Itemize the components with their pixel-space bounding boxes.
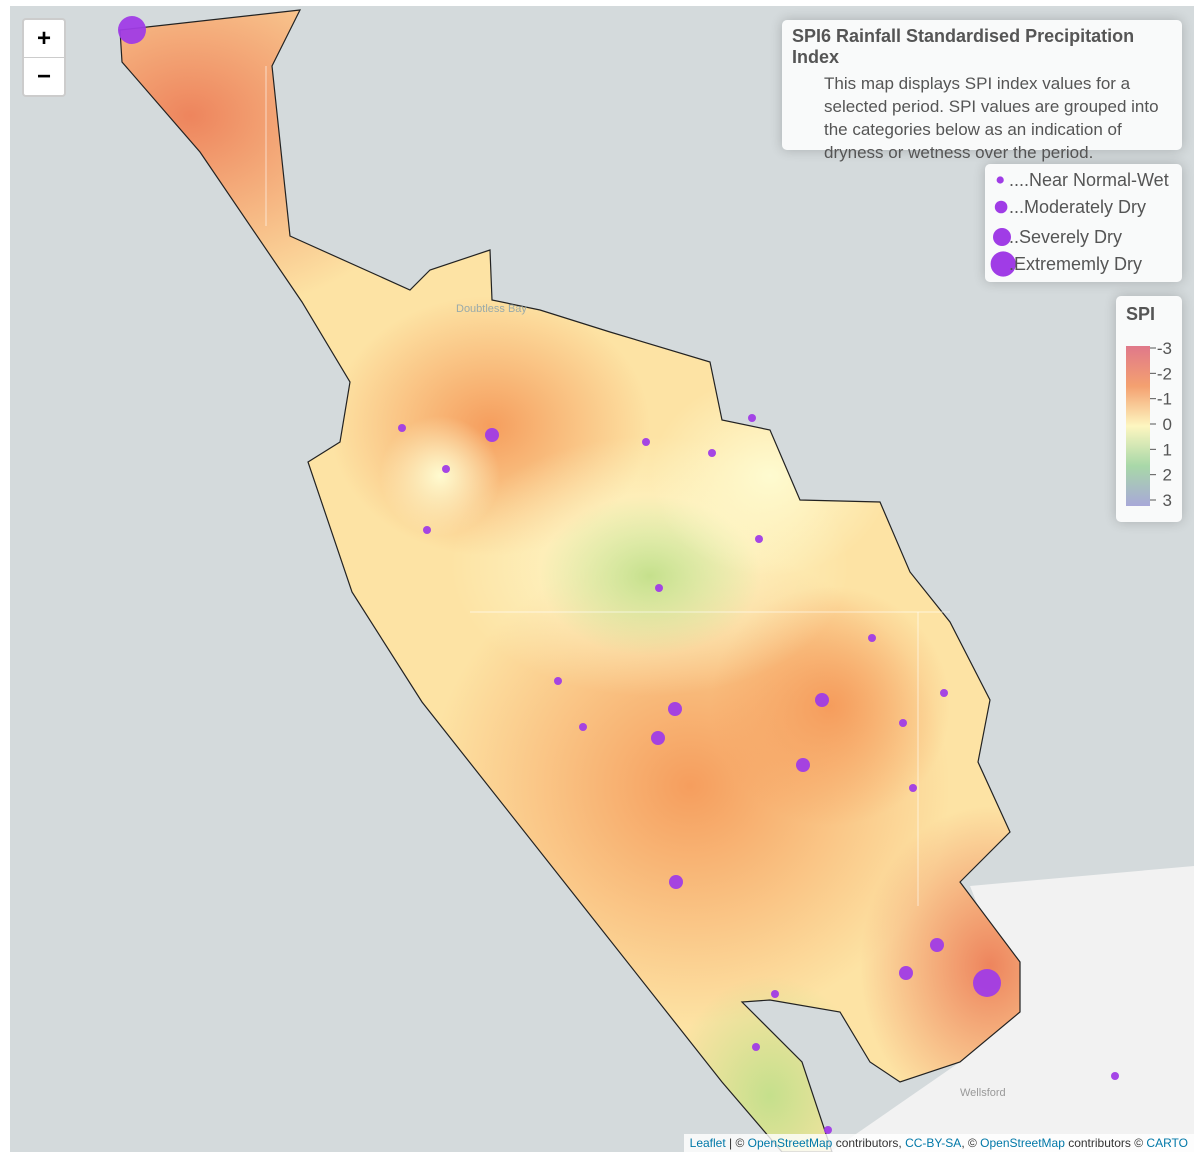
attribution-link[interactable]: Leaflet [689, 1136, 726, 1150]
station-point [940, 689, 948, 697]
legend-symbol [994, 200, 1008, 214]
attribution-link[interactable]: CC-BY-SA [905, 1136, 962, 1150]
scale-graphic: SPI -3 -2 -1 0 1 2 3 [1126, 304, 1172, 510]
legend-label: ....Near Normal-Wet [1009, 170, 1169, 190]
scale-tick-label: 0 [1163, 415, 1172, 434]
attribution: Leaflet | © OpenStreetMap contributors, … [683, 1134, 1194, 1152]
zoom-out[interactable]: − [24, 57, 64, 95]
station-point [899, 719, 907, 727]
station-point [485, 428, 499, 442]
station-point [423, 526, 431, 534]
map-canvas: Doubtless Bay Wellsford [118, 9, 1194, 1152]
category-legend: ....Near Normal-Wet ...Moderately Dry ..Se… [985, 164, 1182, 282]
neighbour-land [830, 866, 1194, 1152]
station-point [642, 438, 650, 446]
station-point [669, 875, 683, 889]
station-point [899, 966, 913, 980]
map[interactable]: Doubtless Bay Wellsford + − SPI6 Rainfal… [10, 6, 1194, 1152]
scale-bar [1126, 346, 1150, 506]
station-point [973, 969, 1001, 997]
scale-title: SPI [1126, 304, 1155, 324]
legend-graphic: ....Near Normal-Wet ...Moderately Dry ..Se… [990, 170, 1169, 277]
station-point [755, 535, 763, 543]
station-point [815, 693, 829, 707]
info-panel: SPI6 Rainfall Standardised Precipitation… [782, 20, 1182, 162]
info-title: SPI6 Rainfall Standardised Precipitation… [792, 26, 1135, 67]
station-point [398, 424, 406, 432]
zoom-in[interactable]: + [36, 25, 51, 52]
attribution-text: contributors, [832, 1136, 906, 1150]
info-text: This map displays SPI index values for a… [824, 74, 1159, 162]
attribution-link[interactable]: OpenStreetMap [980, 1136, 1065, 1150]
station-point [796, 758, 810, 772]
station-point [118, 16, 146, 44]
station-point [708, 449, 716, 457]
station-point [752, 1043, 760, 1051]
scale-tick-label: -2 [1157, 364, 1172, 383]
place-label: Doubtless Bay [456, 303, 527, 315]
legend-label: .Extrememly Dry [1009, 254, 1142, 274]
scale-tick-label: -3 [1157, 339, 1172, 358]
scale-tick-label: 1 [1163, 440, 1172, 459]
legend-label: ..Severely Dry [1009, 227, 1122, 247]
station-point [824, 1126, 832, 1134]
legend-symbol [996, 176, 1004, 184]
station-point [651, 731, 665, 745]
spi-scale: SPI -3 -2 -1 0 1 2 3 [1116, 296, 1182, 522]
attribution-link[interactable]: OpenStreetMap [747, 1136, 833, 1150]
legend-label: ...Moderately Dry [1009, 197, 1146, 217]
zoom-control: + − [22, 18, 66, 97]
attribution-link[interactable]: CARTO [1146, 1136, 1188, 1150]
station-point [868, 634, 876, 642]
station-point [579, 723, 587, 731]
station-point [655, 584, 663, 592]
attribution-text: , © [961, 1136, 981, 1150]
station-point [909, 784, 917, 792]
attribution-text: contributors © [1064, 1136, 1147, 1150]
legend-symbol [990, 251, 1016, 277]
station-point [1111, 1072, 1119, 1080]
attribution-text: | © [725, 1136, 748, 1150]
legend-symbol [993, 228, 1011, 246]
station-point [930, 938, 944, 952]
station-point [748, 414, 756, 422]
scale-tick-label: 3 [1163, 491, 1172, 510]
place-label: Wellsford [960, 1087, 1006, 1099]
station-point [668, 702, 682, 716]
scale-tick-label: -1 [1157, 390, 1172, 409]
station-point [442, 465, 450, 473]
station-point [771, 990, 779, 998]
station-point [554, 677, 562, 685]
scale-tick-label: 2 [1163, 466, 1172, 485]
